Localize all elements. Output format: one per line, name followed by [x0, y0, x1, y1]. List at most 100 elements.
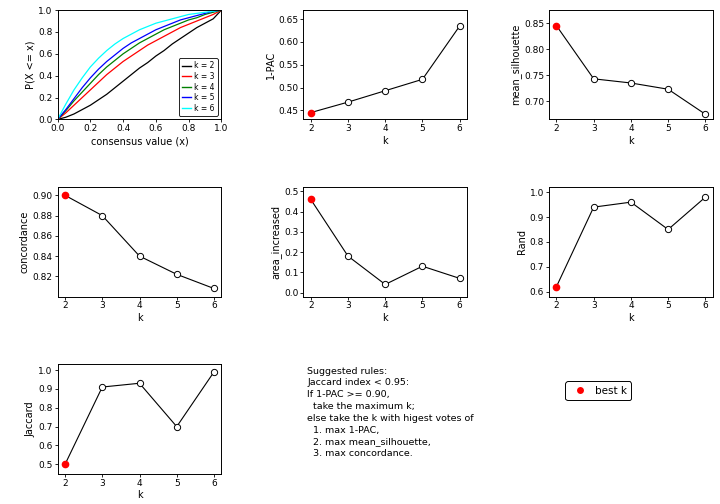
k = 5 — [135, 35, 144, 41]
k = 3 — [119, 58, 127, 65]
k = 5 — [102, 58, 111, 65]
k = 4 — [184, 17, 193, 23]
k = 2 — [61, 114, 70, 120]
k = 4 — [209, 9, 217, 15]
k = 4 — [111, 57, 120, 64]
k = 2 — [102, 91, 111, 97]
k = 2 — [168, 41, 176, 47]
k = 6 — [201, 9, 210, 15]
k = 6 — [160, 18, 168, 24]
Y-axis label: concordance: concordance — [20, 211, 30, 273]
k = 5 — [151, 27, 160, 33]
k = 5 — [94, 66, 103, 72]
k = 6 — [127, 31, 135, 37]
k = 2 — [135, 65, 144, 71]
k = 6 — [61, 101, 70, 107]
k = 2 — [111, 85, 120, 91]
X-axis label: k: k — [628, 313, 634, 323]
k = 5 — [53, 116, 62, 122]
Line: k = 6: k = 6 — [58, 10, 222, 119]
k = 2 — [119, 78, 127, 84]
k = 4 — [102, 64, 111, 70]
k = 3 — [168, 29, 176, 35]
k = 6 — [119, 35, 127, 41]
k = 2 — [86, 102, 95, 108]
Y-axis label: mean_silhouette: mean_silhouette — [510, 24, 521, 105]
k = 5 — [78, 85, 86, 91]
k = 2 — [209, 16, 217, 22]
k = 2 — [217, 7, 226, 13]
Line: k = 4: k = 4 — [58, 10, 222, 119]
k = 6 — [192, 11, 201, 17]
k = 4 — [176, 20, 185, 26]
k = 4 — [86, 80, 95, 86]
k = 4 — [192, 15, 201, 21]
Y-axis label: P(X <= x): P(X <= x) — [26, 40, 35, 89]
k = 4 — [61, 108, 70, 114]
k = 2 — [94, 97, 103, 103]
k = 6 — [176, 14, 185, 20]
k = 3 — [209, 12, 217, 18]
k = 4 — [151, 31, 160, 37]
X-axis label: k: k — [137, 490, 143, 500]
k = 6 — [70, 87, 78, 93]
k = 5 — [160, 24, 168, 30]
k = 4 — [119, 51, 127, 57]
k = 5 — [184, 15, 193, 21]
k = 5 — [168, 20, 176, 26]
k = 2 — [151, 53, 160, 59]
k = 5 — [209, 8, 217, 14]
Legend: k = 2, k = 3, k = 4, k = 5, k = 6: k = 2, k = 3, k = 4, k = 5, k = 6 — [179, 58, 217, 115]
k = 3 — [143, 42, 152, 48]
k = 3 — [217, 7, 226, 13]
k = 2 — [184, 30, 193, 36]
k = 4 — [168, 24, 176, 30]
k = 3 — [78, 95, 86, 101]
k = 4 — [70, 98, 78, 104]
k = 5 — [192, 13, 201, 19]
k = 3 — [102, 72, 111, 78]
k = 3 — [94, 79, 103, 85]
X-axis label: k: k — [137, 313, 143, 323]
k = 5 — [217, 7, 226, 13]
Y-axis label: 1-PAC: 1-PAC — [266, 50, 276, 79]
k = 4 — [217, 7, 226, 13]
k = 6 — [151, 20, 160, 26]
k = 5 — [111, 52, 120, 58]
k = 6 — [217, 7, 226, 13]
k = 2 — [70, 111, 78, 117]
k = 6 — [209, 8, 217, 14]
k = 6 — [78, 75, 86, 81]
k = 3 — [176, 25, 185, 31]
k = 2 — [78, 106, 86, 112]
k = 3 — [160, 33, 168, 39]
k = 3 — [184, 21, 193, 27]
X-axis label: k: k — [628, 136, 634, 146]
k = 3 — [61, 110, 70, 116]
k = 5 — [119, 45, 127, 51]
k = 6 — [135, 27, 144, 33]
k = 4 — [160, 27, 168, 33]
X-axis label: k: k — [382, 313, 388, 323]
k = 6 — [102, 47, 111, 53]
k = 4 — [53, 116, 62, 122]
k = 4 — [78, 89, 86, 95]
k = 6 — [53, 116, 62, 122]
k = 2 — [127, 72, 135, 78]
Line: k = 2: k = 2 — [58, 10, 222, 119]
X-axis label: consensus value (x): consensus value (x) — [91, 136, 189, 146]
k = 3 — [135, 47, 144, 53]
k = 6 — [143, 24, 152, 30]
k = 4 — [135, 40, 144, 46]
k = 2 — [176, 35, 185, 41]
k = 5 — [143, 31, 152, 37]
k = 3 — [201, 15, 210, 21]
k = 3 — [127, 53, 135, 59]
Y-axis label: area_increased: area_increased — [271, 205, 282, 279]
k = 5 — [61, 106, 70, 112]
k = 4 — [201, 12, 210, 18]
k = 2 — [53, 116, 62, 122]
k = 3 — [111, 65, 120, 71]
k = 6 — [184, 12, 193, 18]
Line: k = 5: k = 5 — [58, 10, 222, 119]
